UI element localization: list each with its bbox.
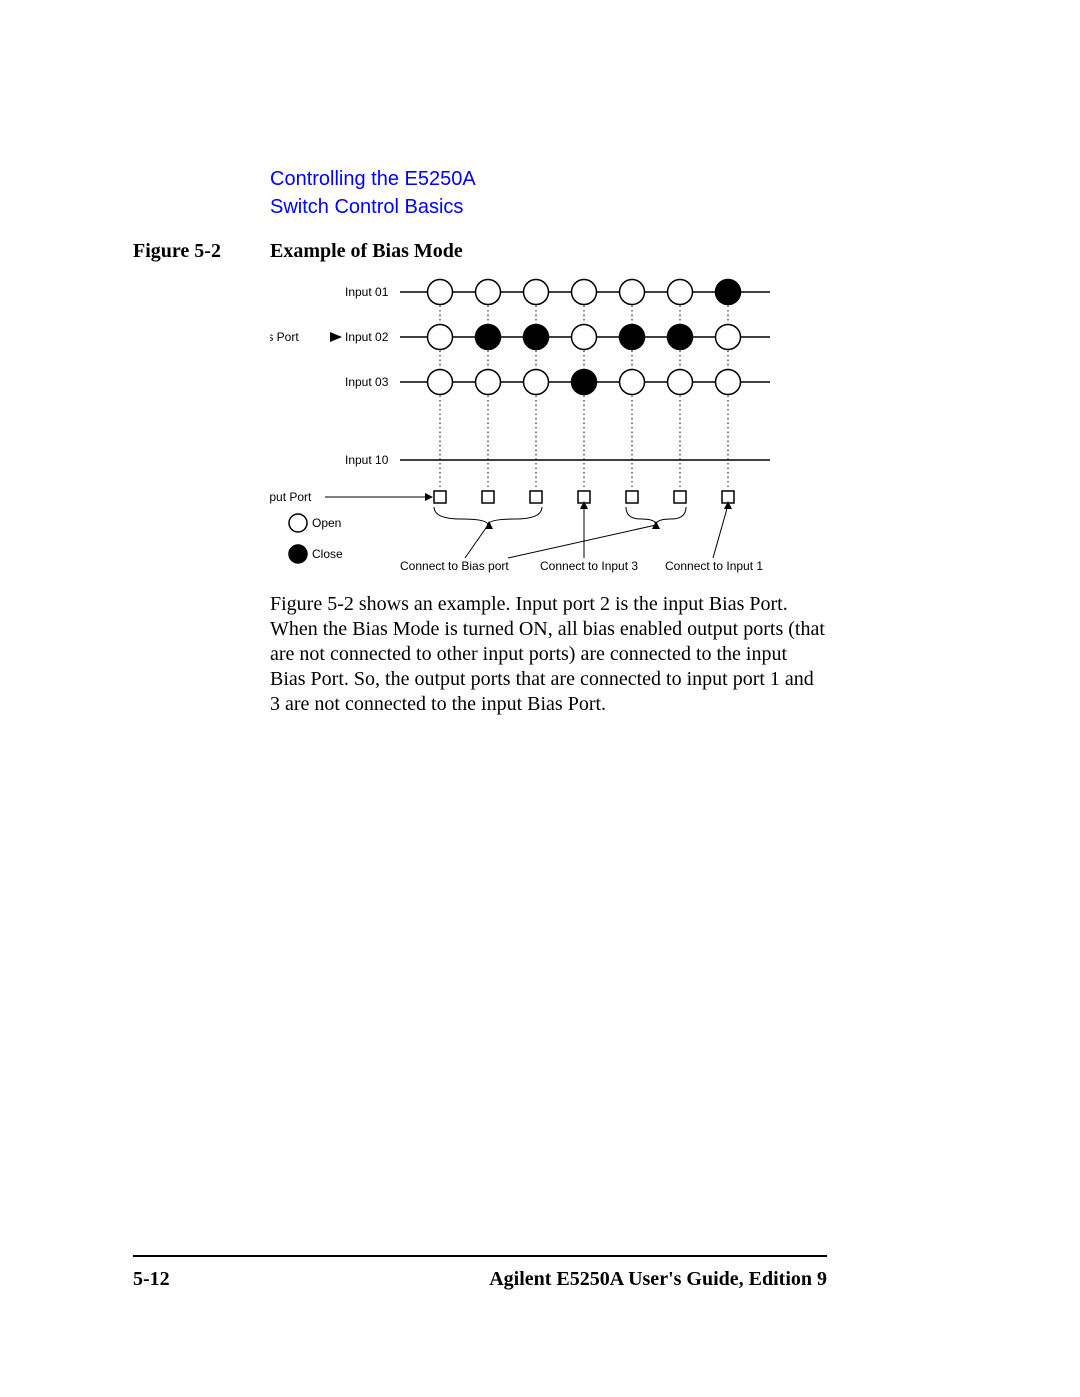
footer-guide-title: Agilent E5250A User's Guide, Edition 9 <box>489 1268 827 1291</box>
footer-rule <box>133 1255 827 1257</box>
header-line-1: Controlling the E5250A <box>270 165 476 193</box>
header-block: Controlling the E5250A Switch Control Ba… <box>270 165 476 221</box>
svg-text:Input 03: Input 03 <box>345 375 389 389</box>
svg-text:Output Port: Output Port <box>270 490 312 504</box>
bias-mode-diagram: Input 01 Input 02 Input 03 Input 10 Bias Por… <box>270 270 790 580</box>
svg-text:Connect to Bias port: Connect to Bias port <box>400 559 509 573</box>
svg-text:Bias Port: Bias Port <box>270 330 299 344</box>
svg-text:Input 02: Input 02 <box>345 330 389 344</box>
svg-text:Input 01: Input 01 <box>345 285 389 299</box>
svg-text:Open: Open <box>312 516 341 530</box>
page: Controlling the E5250A Switch Control Ba… <box>0 0 1080 1397</box>
body-paragraph: Figure 5-2 shows an example. Input port … <box>270 592 825 717</box>
svg-text:Input 10: Input 10 <box>345 453 389 467</box>
svg-text:Connect to Input 1: Connect to Input 1 <box>665 559 763 573</box>
svg-text:Connect to Input 3: Connect to Input 3 <box>540 559 638 573</box>
svg-text:Close: Close <box>312 547 343 561</box>
footer-page-number: 5-12 <box>133 1268 170 1291</box>
figure-title: Example of Bias Mode <box>270 240 463 263</box>
header-line-2: Switch Control Basics <box>270 193 476 221</box>
figure-label: Figure 5-2 <box>133 240 221 263</box>
